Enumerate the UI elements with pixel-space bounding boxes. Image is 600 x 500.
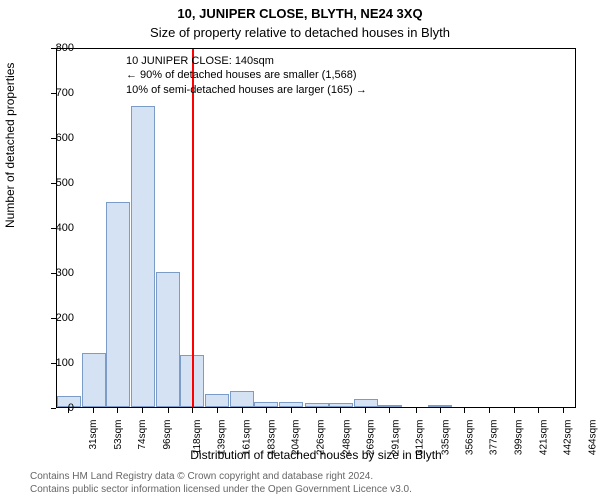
- histogram-bar: [131, 106, 155, 408]
- x-tick-mark: [538, 408, 539, 413]
- y-tick-label: 600: [34, 132, 74, 144]
- histogram-bar: [305, 403, 329, 408]
- x-tick-mark: [389, 408, 390, 413]
- x-tick-mark: [340, 408, 341, 413]
- annotation-line-1: 10 JUNIPER CLOSE: 140sqm: [126, 54, 367, 68]
- x-tick-mark: [365, 408, 366, 413]
- plot-area: 31sqm53sqm74sqm96sqm118sqm139sqm161sqm18…: [56, 48, 576, 408]
- histogram-bar: [205, 394, 229, 408]
- x-tick-mark: [514, 408, 515, 413]
- histogram-bar: [254, 402, 278, 407]
- chart-subtitle: Size of property relative to detached ho…: [0, 21, 600, 40]
- x-tick-label: 96sqm: [162, 420, 173, 450]
- x-axis-label: Distribution of detached houses by size …: [56, 448, 576, 462]
- histogram-bar: [82, 353, 106, 407]
- x-tick-mark: [142, 408, 143, 413]
- property-marker-line: [192, 49, 194, 407]
- annotation-box: 10 JUNIPER CLOSE: 140sqm← 90% of detache…: [126, 54, 367, 97]
- x-tick-mark: [464, 408, 465, 413]
- x-tick-mark: [217, 408, 218, 413]
- x-tick-mark: [168, 408, 169, 413]
- y-tick-label: 200: [34, 312, 74, 324]
- address-title: 10, JUNIPER CLOSE, BLYTH, NE24 3XQ: [0, 0, 600, 21]
- y-axis-label: Number of detached properties: [3, 63, 17, 228]
- x-tick-mark: [316, 408, 317, 413]
- x-tick-label: 31sqm: [88, 420, 99, 450]
- y-tick-label: 100: [34, 357, 74, 369]
- x-tick-mark: [266, 408, 267, 413]
- x-tick-mark: [416, 408, 417, 413]
- x-tick-mark: [93, 408, 94, 413]
- y-tick-label: 400: [34, 222, 74, 234]
- x-tick-mark: [489, 408, 490, 413]
- histogram-bar: [354, 399, 378, 407]
- x-tick-label: 74sqm: [137, 420, 148, 450]
- histogram-bar: [329, 403, 353, 408]
- histogram-bar: [156, 272, 180, 407]
- x-tick-label: 53sqm: [113, 420, 124, 450]
- histogram-bar: [428, 405, 452, 407]
- footer-line-1: Contains HM Land Registry data © Crown c…: [30, 470, 412, 483]
- x-tick-label: 464sqm: [588, 420, 599, 456]
- histogram-bar: [230, 391, 254, 407]
- annotation-line-2: ← 90% of detached houses are smaller (1,…: [126, 68, 367, 82]
- x-tick-mark: [291, 408, 292, 413]
- y-tick-label: 500: [34, 177, 74, 189]
- attribution-footer: Contains HM Land Registry data © Crown c…: [30, 470, 412, 496]
- annotation-line-3: 10% of semi-detached houses are larger (…: [126, 83, 367, 97]
- y-tick-label: 0: [34, 402, 74, 414]
- y-tick-label: 800: [34, 42, 74, 54]
- x-tick-mark: [563, 408, 564, 413]
- y-tick-label: 300: [34, 267, 74, 279]
- x-tick-mark: [117, 408, 118, 413]
- histogram-bar: [279, 402, 303, 407]
- x-tick-mark: [192, 408, 193, 413]
- footer-line-2: Contains public sector information licen…: [30, 483, 412, 496]
- histogram-bar: [378, 405, 402, 407]
- y-tick-label: 700: [34, 87, 74, 99]
- x-tick-mark: [440, 408, 441, 413]
- x-tick-mark: [242, 408, 243, 413]
- histogram-bar: [106, 202, 130, 407]
